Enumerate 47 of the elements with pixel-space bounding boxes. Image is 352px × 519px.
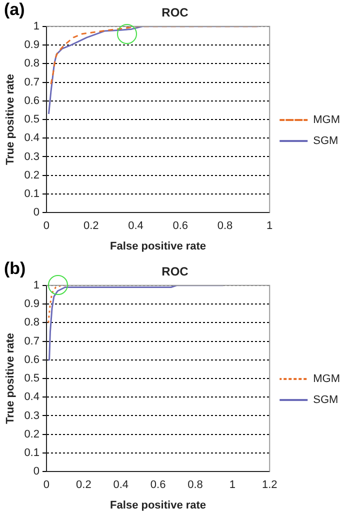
y-tick-label: 0.3 [24, 410, 40, 422]
y-axis-title: True positive rate [4, 332, 17, 424]
y-axis-title: True positive rate [4, 74, 17, 166]
x-tick-label: 0.2 [76, 479, 92, 492]
x-tick-label: 0.2 [83, 220, 99, 232]
text: (b) [4, 259, 26, 279]
y-tick-label: 1 [33, 20, 40, 32]
y-tick-label: 0.2 [24, 169, 40, 182]
y-tick-label: 0.9 [24, 39, 40, 52]
x-axis-title: False positive rate [110, 240, 206, 252]
x-tick-label: 1.2 [262, 479, 278, 492]
chart-title: ROC [162, 6, 189, 20]
x-axis-title: False positive rate [110, 499, 206, 512]
x-tick-label: 0.8 [188, 479, 203, 492]
y-tick-label: 0.5 [24, 372, 40, 385]
x-tick-label: 0.4 [128, 220, 144, 232]
y-tick-label: 0.4 [24, 132, 40, 144]
y-tick-label: 0 [33, 206, 40, 219]
x-tick-label: 0 [43, 220, 50, 232]
legend-label: MGM [313, 114, 340, 126]
legend-label: SGM [313, 394, 338, 406]
y-tick-label: 0.8 [24, 316, 40, 329]
y-tick-label: 1 [33, 279, 40, 292]
x-tick-label: 0.4 [113, 479, 129, 492]
x-tick-label: 0.8 [217, 220, 233, 232]
y-tick-label: 0.9 [24, 298, 40, 310]
x-tick-label: 1 [266, 220, 273, 232]
y-tick-label: 0.8 [24, 58, 40, 70]
y-tick-label: 0.6 [24, 354, 40, 366]
y-tick-label: 0.6 [24, 94, 40, 107]
x-tick-label: 1 [229, 479, 236, 492]
chart-title: ROC [162, 264, 189, 279]
x-tick-label: 0 [43, 479, 50, 492]
y-tick-label: 0.2 [24, 428, 40, 440]
y-tick-label: 0.7 [24, 76, 40, 88]
x-tick-label: 0.6 [150, 479, 166, 492]
y-tick-label: 0.5 [24, 114, 40, 126]
y-tick-label: 0.1 [24, 188, 40, 200]
legend-label: SGM [313, 135, 338, 148]
y-tick-label: 0.3 [24, 150, 40, 163]
x-tick-label: 0.6 [172, 220, 188, 232]
legend-label: MGM [313, 373, 340, 386]
text: (a) [4, 0, 25, 20]
y-tick-label: 0 [33, 466, 40, 478]
y-tick-label: 0.4 [24, 391, 40, 404]
y-tick-label: 0.7 [24, 335, 40, 348]
y-tick-label: 0.1 [24, 447, 40, 460]
